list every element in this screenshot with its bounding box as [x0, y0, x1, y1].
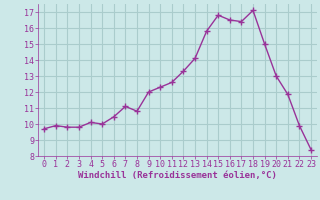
X-axis label: Windchill (Refroidissement éolien,°C): Windchill (Refroidissement éolien,°C)	[78, 171, 277, 180]
